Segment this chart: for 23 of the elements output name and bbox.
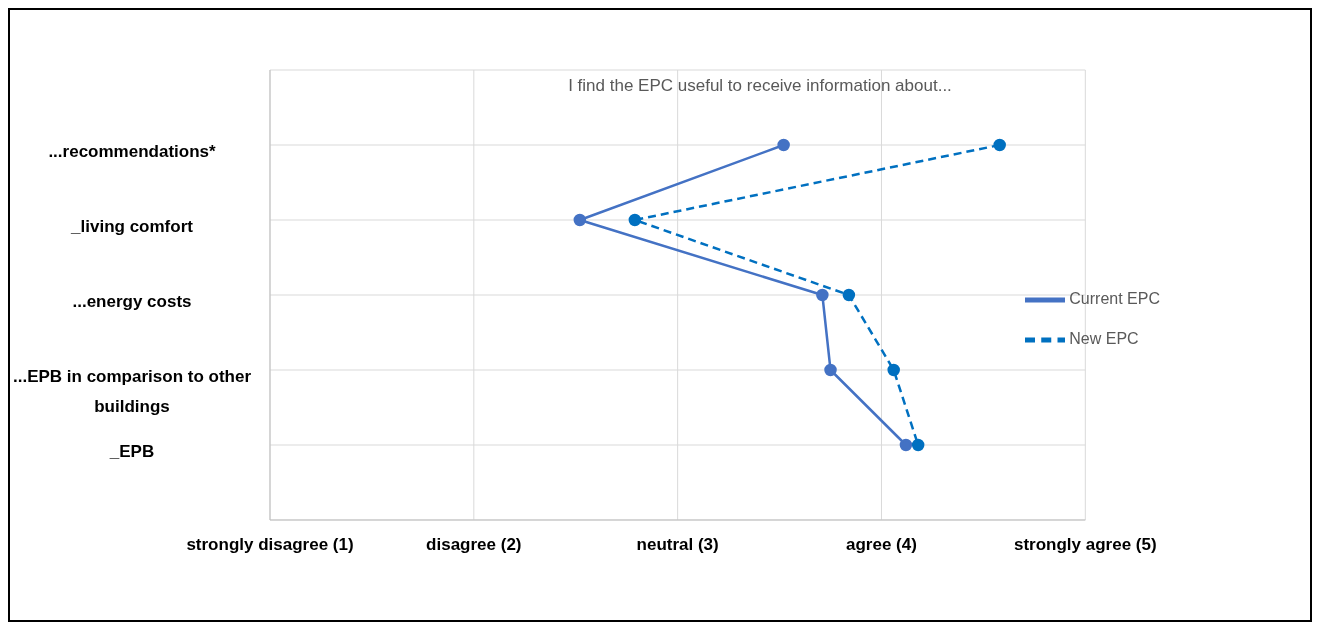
point: [911, 438, 925, 452]
point: [842, 288, 856, 302]
y-tick-label: _EPB: [108, 442, 155, 461]
point: [824, 363, 837, 377]
x-tick-label: disagree (2): [426, 535, 522, 554]
legend-label: New EPC: [1069, 330, 1139, 348]
legend-label: Current EPC: [1069, 290, 1160, 308]
point: [816, 288, 829, 302]
point: [573, 213, 587, 227]
y-tick-label: _living comfort: [70, 217, 194, 236]
y-tick-label: ...recommendations*: [48, 142, 216, 161]
y-tick-label: ...EPB in comparison to other buildings: [12, 367, 252, 416]
point: [777, 138, 790, 152]
chart-title: I find the EPC useful to receive information about...: [567, 76, 953, 96]
x-tick-label: neutral (3): [636, 535, 719, 554]
x-tick-label: strongly disagree (1): [186, 535, 354, 554]
point: [993, 138, 1006, 152]
point: [628, 213, 642, 227]
x-tick-label: agree (4): [846, 535, 917, 554]
y-tick-label: ...energy costs: [72, 292, 192, 311]
point: [887, 363, 900, 377]
x-tick-label: strongly agree (5): [1013, 535, 1157, 554]
point: [899, 438, 913, 452]
